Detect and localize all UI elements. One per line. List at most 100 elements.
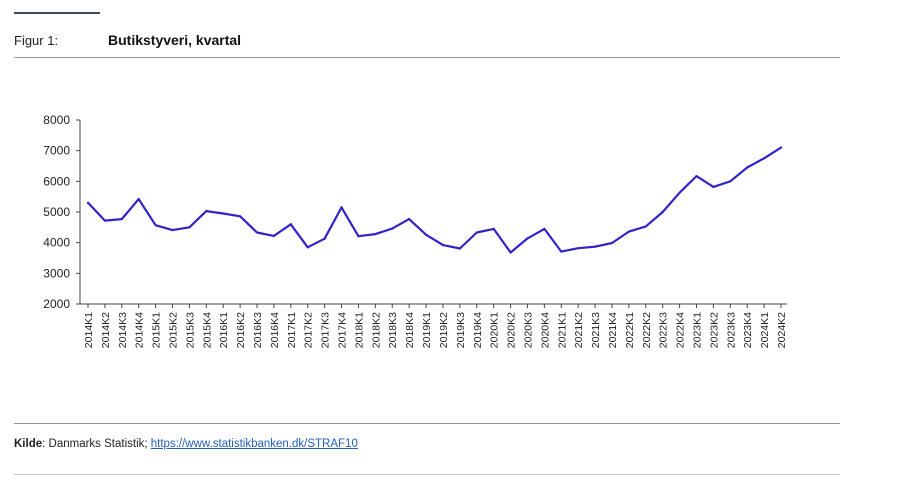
x-tick-label: 2016K4 <box>269 312 281 348</box>
data-point <box>762 157 766 160</box>
data-point <box>678 191 681 194</box>
x-tick-label: 2017K3 <box>320 312 332 348</box>
x-tick-label: 2019K1 <box>421 312 433 348</box>
x-tick-label: 2019K3 <box>455 312 467 348</box>
data-point <box>222 212 225 215</box>
x-tick-label: 2021K2 <box>573 312 585 348</box>
data-point <box>509 251 512 254</box>
line-chart: 2000 3000 4000 5000 6000 7000 8000 2014K1 2014K2… <box>43 113 788 348</box>
source-note: Kilde: Danmarks Statistik; https://www.s… <box>14 438 358 450</box>
x-tick-label: 2024K2 <box>776 312 788 348</box>
data-point <box>560 250 563 253</box>
y-tick-label: 7000 <box>43 144 70 158</box>
x-tick-label: 2020K2 <box>506 312 518 348</box>
x-tick-label: 2015K2 <box>168 312 180 348</box>
y-tick-label: 5000 <box>43 205 70 219</box>
x-tick-label: 2015K3 <box>184 312 196 348</box>
x-tick-label: 2024K1 <box>759 312 771 348</box>
data-point <box>357 235 360 238</box>
x-tick-label: 2016K1 <box>218 312 230 348</box>
header-divider <box>14 57 840 58</box>
x-tick-label: 2018K2 <box>370 312 382 348</box>
data-point <box>610 241 614 245</box>
data-point <box>205 209 208 213</box>
x-tick-label: 2022K1 <box>624 312 636 348</box>
x-tick-label: 2023K3 <box>725 312 737 348</box>
x-tick-label: 2018K3 <box>387 312 399 348</box>
data-point <box>86 201 90 204</box>
data-point <box>171 228 174 232</box>
x-tick-label: 2022K2 <box>641 312 653 348</box>
x-tick-label: 2020K4 <box>539 312 551 348</box>
x-tick-label: 2017K1 <box>286 312 298 348</box>
x-tick-label: 2014K1 <box>83 312 95 348</box>
figure-title: Butikstyveri, kvartal <box>108 32 242 48</box>
x-tick-label: 2020K1 <box>489 312 501 348</box>
x-tick-label: 2020K3 <box>522 312 534 348</box>
data-point <box>543 227 546 230</box>
figure-label: Figur 1: <box>14 33 59 48</box>
x-tick-label: 2017K2 <box>303 312 315 348</box>
data-point <box>712 185 715 188</box>
data-point <box>627 230 630 233</box>
data-point <box>644 225 647 228</box>
data-point <box>475 231 478 234</box>
x-tick-label: 2018K1 <box>353 312 365 348</box>
x-tick-label: 2023K2 <box>708 312 720 348</box>
x-tick-label: 2017K4 <box>337 312 349 348</box>
data-point <box>526 237 529 240</box>
data-point <box>255 231 259 234</box>
data-point <box>323 237 326 240</box>
y-tick-label: 8000 <box>43 113 70 127</box>
data-point <box>577 247 580 250</box>
x-tick-label: 2018K4 <box>404 312 416 348</box>
x-tick-label: 2019K2 <box>438 312 450 348</box>
x-tick-label: 2023K1 <box>691 312 703 348</box>
x-tick-label: 2023K4 <box>742 312 754 348</box>
x-tick-label: 2015K1 <box>151 312 163 348</box>
bottom-divider <box>14 474 840 475</box>
y-tick-label: 2000 <box>43 297 70 311</box>
data-point <box>458 247 461 250</box>
x-tick-label: 2014K4 <box>134 312 146 348</box>
data-point <box>779 146 783 149</box>
data-point <box>188 226 191 229</box>
x-tick-label: 2022K3 <box>658 312 670 348</box>
data-point <box>239 215 242 218</box>
data-point <box>137 198 140 201</box>
data-point <box>103 219 107 222</box>
x-tick-label: 2021K4 <box>607 312 619 348</box>
x-tick-label: 2021K3 <box>590 312 602 348</box>
top-accent-rule <box>14 12 100 14</box>
data-point <box>391 227 394 230</box>
data-point <box>289 223 292 226</box>
source-label: Kilde <box>14 438 43 450</box>
data-point <box>729 180 732 183</box>
data-point <box>424 233 428 236</box>
x-tick-label: 2021K1 <box>556 312 568 348</box>
x-tick-label: 2016K3 <box>252 312 264 348</box>
x-tick-label: 2022K4 <box>675 312 687 348</box>
data-point <box>746 166 749 169</box>
data-point <box>306 246 309 249</box>
data-point <box>695 175 698 178</box>
x-tick-label: 2014K2 <box>100 312 112 348</box>
data-point <box>441 244 445 247</box>
data-point <box>374 232 377 236</box>
data-point <box>492 227 495 230</box>
y-tick-label: 3000 <box>43 266 70 280</box>
y-tick-label: 6000 <box>43 174 70 188</box>
data-point <box>661 210 664 214</box>
data-point <box>593 245 597 248</box>
footer-divider <box>14 423 840 424</box>
y-tick-label: 4000 <box>43 236 70 250</box>
data-point <box>408 217 411 221</box>
source-link[interactable]: https://www.statistikbanken.dk/STRAF10 <box>150 438 358 450</box>
x-tick-label: 2016K2 <box>235 312 247 348</box>
x-tick-label: 2019K4 <box>472 312 484 348</box>
data-point <box>340 206 343 209</box>
x-tick-label: 2014K3 <box>117 312 129 348</box>
series-line <box>86 146 783 254</box>
source-text: : Danmarks Statistik; <box>42 438 151 450</box>
data-point <box>120 217 123 221</box>
